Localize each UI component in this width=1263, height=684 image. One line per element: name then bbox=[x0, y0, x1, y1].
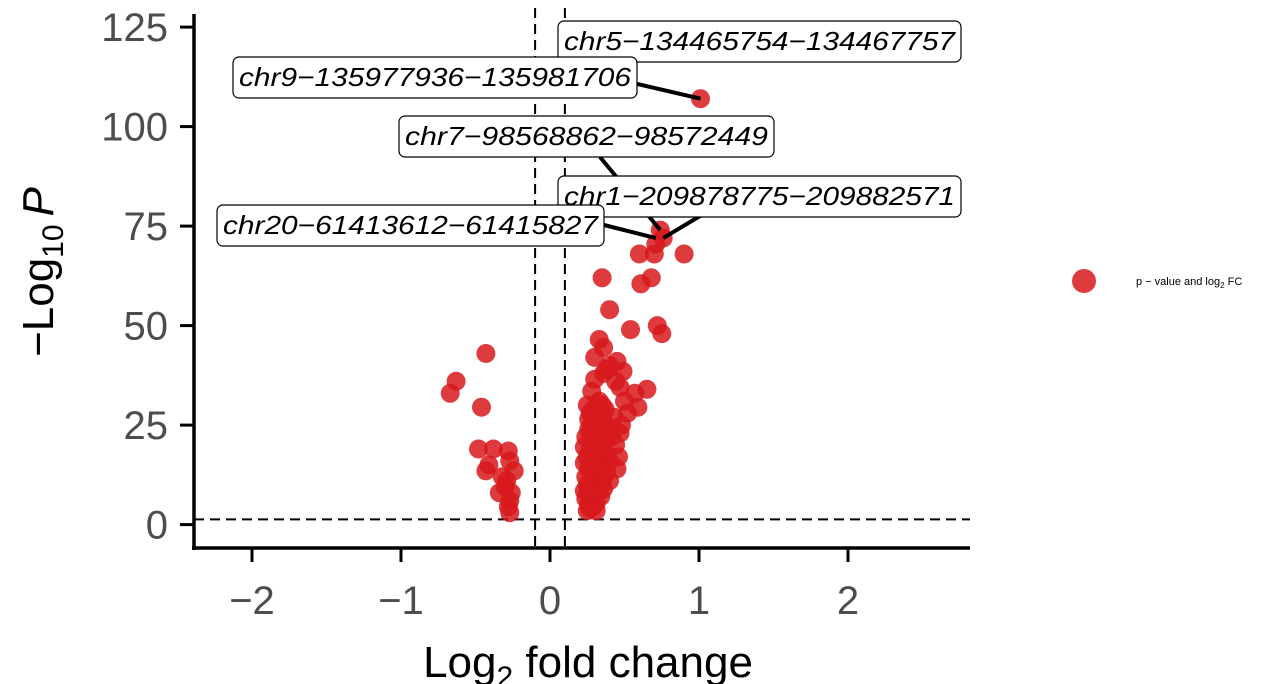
callout-label: chr20−61413612−61415827 bbox=[223, 210, 600, 240]
data-point bbox=[604, 407, 624, 427]
data-point bbox=[621, 320, 640, 340]
x-tick-label: 2 bbox=[837, 579, 859, 623]
data-point bbox=[586, 425, 606, 445]
data-point bbox=[652, 324, 672, 344]
data-point bbox=[592, 268, 612, 288]
callout-box bbox=[557, 175, 962, 218]
legend-point-icon bbox=[1072, 269, 1096, 293]
data-point bbox=[615, 391, 634, 411]
x-tick-label: −2 bbox=[229, 579, 275, 623]
callout-box bbox=[398, 115, 775, 158]
data-point bbox=[691, 89, 710, 109]
data-point bbox=[586, 501, 606, 521]
x-ticks: −2 −1 0 1 2 bbox=[229, 548, 859, 623]
data-point bbox=[600, 300, 620, 320]
data-point bbox=[574, 453, 594, 473]
data-point bbox=[476, 461, 496, 481]
y-tick-label: 100 bbox=[101, 106, 168, 150]
axes bbox=[192, 14, 970, 550]
y-tick-label: 125 bbox=[101, 6, 168, 50]
y-tick-label: 0 bbox=[146, 504, 168, 548]
data-point bbox=[644, 244, 664, 264]
callout-connector bbox=[662, 214, 702, 240]
data-point bbox=[674, 244, 694, 264]
data-point bbox=[476, 344, 496, 363]
callout-label: chr9−135977936−135981706 bbox=[239, 62, 632, 92]
data-point bbox=[574, 437, 594, 457]
y-tick-label: 25 bbox=[124, 404, 169, 448]
data-point bbox=[610, 423, 630, 443]
x-tick-label: −1 bbox=[378, 579, 424, 623]
callout-connector bbox=[603, 223, 657, 240]
callout-box bbox=[557, 20, 962, 63]
y-tick-label: 50 bbox=[124, 305, 169, 349]
x-tick-label: 0 bbox=[539, 579, 561, 623]
data-point bbox=[469, 439, 488, 459]
callout-box bbox=[232, 56, 638, 99]
callout-labels: chr5−134465754−134467757 chr9−135977936−1… bbox=[216, 20, 962, 247]
data-point bbox=[607, 459, 627, 479]
data-point bbox=[472, 397, 491, 417]
callout-label: chr1−209878775−209882571 bbox=[564, 181, 955, 211]
data-point bbox=[500, 503, 520, 523]
callout-label: chr7−98568862−98572449 bbox=[405, 121, 768, 151]
callout-label: chr5−134465754−134467757 bbox=[564, 26, 957, 56]
y-axis-title: −Log10P bbox=[14, 186, 70, 356]
data-point bbox=[631, 274, 651, 294]
data-point bbox=[483, 439, 503, 459]
data-point bbox=[574, 481, 594, 501]
legend: p − value and log2 FC bbox=[1072, 269, 1242, 293]
data-point bbox=[440, 383, 460, 403]
data-point bbox=[629, 244, 649, 264]
y-ticks: 0 25 50 75 100 125 bbox=[101, 6, 194, 548]
x-axis-title: Log2 fold change bbox=[423, 638, 753, 684]
legend-label: p − value and log2 FC bbox=[1136, 276, 1242, 290]
x-tick-label: 1 bbox=[688, 579, 710, 623]
y-tick-label: 75 bbox=[124, 205, 169, 249]
callout-box bbox=[216, 204, 605, 247]
data-points bbox=[440, 43, 721, 523]
data-point bbox=[585, 347, 605, 367]
